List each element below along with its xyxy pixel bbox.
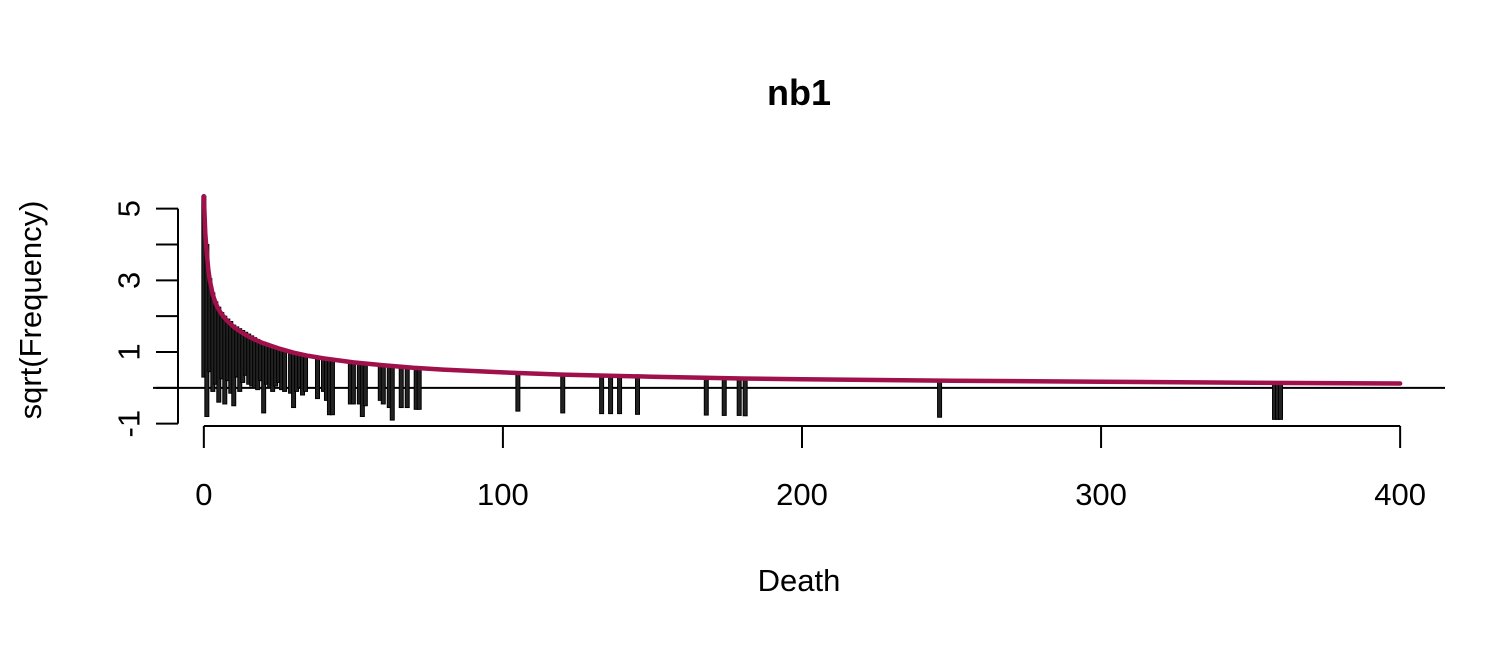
- y-tick-label: 1: [112, 343, 147, 360]
- expected-frequency-curve: [201, 193, 1403, 386]
- x-tick-label: 300: [1075, 477, 1127, 512]
- hanging-bar: [416, 367, 422, 410]
- hanging-bar: [314, 356, 320, 400]
- hanging-bar: [703, 377, 709, 416]
- hanging-bar: [329, 359, 335, 416]
- hanging-bar: [282, 348, 288, 392]
- x-tick-label: 100: [477, 477, 529, 512]
- y-axis: -1 1 3 5: [112, 200, 179, 437]
- y-tick-label: -1: [112, 410, 147, 438]
- y-axis-label: sqrt(Frequency): [13, 201, 48, 420]
- y-tick-label: 5: [112, 200, 147, 217]
- y-tick-label: 3: [112, 272, 147, 289]
- x-tick-label: 400: [1374, 477, 1426, 512]
- hanging-bar: [362, 363, 368, 407]
- x-tick-label: 0: [195, 477, 212, 512]
- hanging-bar: [303, 354, 309, 392]
- hanging-bar: [617, 375, 623, 415]
- hanging-bar: [380, 365, 386, 405]
- hanging-bar: [389, 365, 395, 421]
- hanging-bar: [736, 378, 742, 416]
- x-axis-label: Death: [758, 563, 841, 598]
- hanging-bar: [350, 361, 356, 405]
- chart-title: nb1: [767, 72, 831, 113]
- hanging-bar: [635, 376, 640, 415]
- hanging-bar: [742, 378, 748, 417]
- hanging-bar: [404, 366, 410, 409]
- hanging-bar: [937, 380, 943, 418]
- hanging-bar: [515, 373, 521, 412]
- hanging-bar: [608, 375, 614, 415]
- hanging-bar: [599, 375, 605, 415]
- x-tick-label: 200: [776, 477, 828, 512]
- x-axis: 0 100 200 300 400: [195, 425, 1426, 512]
- hanging-bar: [1278, 382, 1284, 420]
- hanging-bar: [560, 374, 566, 414]
- hanging-bar: [721, 378, 727, 416]
- hanging-bar: [398, 366, 404, 409]
